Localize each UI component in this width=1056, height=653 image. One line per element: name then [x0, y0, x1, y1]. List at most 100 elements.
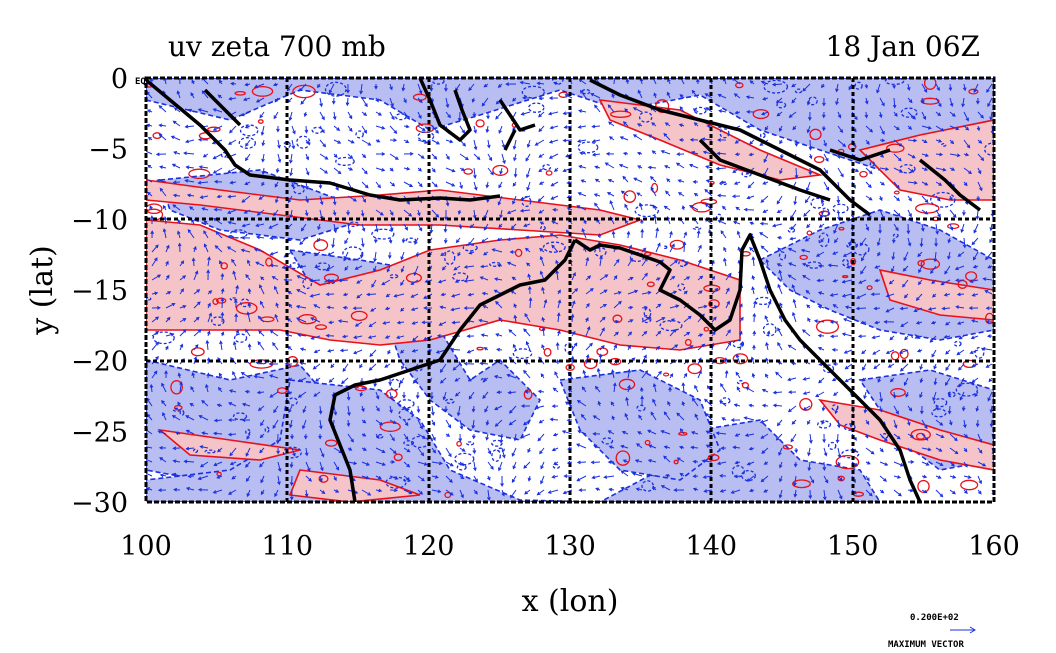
- wind-vector: [240, 372, 251, 379]
- wind-vector: [288, 303, 293, 309]
- wind-vector: [622, 151, 629, 156]
- wind-vector: [760, 195, 769, 203]
- wind-vector: [767, 300, 772, 309]
- wind-vector: [705, 179, 713, 183]
- wind-vector: [669, 230, 673, 239]
- negative-contour: [398, 408, 414, 421]
- wind-vector: [669, 318, 675, 323]
- wind-vector: [495, 333, 503, 337]
- wind-vector: [594, 165, 601, 170]
- wind-vector: [711, 316, 717, 323]
- wind-vector: [858, 279, 867, 284]
- wind-vector: [207, 312, 213, 323]
- wind-vector: [261, 139, 266, 147]
- wind-vector: [273, 111, 279, 120]
- wind-vector: [381, 279, 391, 286]
- wind-vector: [333, 153, 338, 158]
- wind-vector: [201, 90, 209, 99]
- negative-contour: [636, 404, 646, 412]
- wind-vector: [989, 223, 994, 232]
- wind-vector: [203, 230, 209, 239]
- negative-contour: [371, 228, 395, 240]
- wind-vector: [817, 305, 825, 309]
- wind-vector: [761, 388, 769, 393]
- wind-vector: [648, 444, 657, 449]
- wind-vector: [255, 261, 265, 267]
- wind-vector: [179, 329, 187, 337]
- wind-vector: [554, 371, 559, 379]
- wind-vector: [561, 430, 573, 435]
- wind-vector: [162, 411, 167, 421]
- negative-contour: [238, 137, 256, 149]
- wind-vector: [439, 377, 447, 384]
- wind-vector: [187, 474, 195, 479]
- wind-vector: [779, 153, 784, 160]
- wind-vector: [962, 237, 967, 249]
- wind-vector: [975, 419, 980, 428]
- wind-vector: [935, 489, 944, 498]
- wind-vector: [551, 220, 559, 225]
- positive-contour: [707, 454, 720, 462]
- wind-vector: [612, 382, 617, 393]
- wind-vector: [807, 419, 811, 425]
- wind-vector: [523, 419, 531, 426]
- wind-vector: [705, 412, 713, 421]
- wind-vector: [879, 475, 888, 482]
- wind-vector: [537, 433, 545, 442]
- wind-vector: [921, 153, 929, 157]
- wind-vector: [562, 111, 573, 116]
- wind-vector: [484, 405, 489, 413]
- positive-contour: [838, 226, 845, 231]
- wind-vector: [981, 347, 993, 351]
- wind-vector: [537, 389, 545, 394]
- wind-vector: [319, 419, 323, 430]
- wind-vector: [325, 333, 335, 338]
- wind-vector: [157, 488, 167, 493]
- wind-vector: [555, 341, 560, 351]
- wind-vector: [879, 167, 890, 171]
- wind-vector: [613, 275, 618, 281]
- wind-vector: [179, 275, 187, 281]
- wind-vector: [749, 139, 755, 145]
- wind-vector: [319, 461, 324, 472]
- wind-vector: [608, 445, 615, 449]
- wind-vector: [375, 125, 386, 130]
- wind-vector: [197, 180, 209, 185]
- wind-vector: [387, 349, 391, 355]
- negative-contour: [841, 449, 860, 459]
- wind-vector: [172, 204, 181, 211]
- wind-vector: [829, 320, 838, 324]
- wind-vector: [201, 207, 209, 211]
- wind-vector: [382, 321, 391, 325]
- wind-vector: [258, 195, 265, 200]
- wind-vector: [763, 489, 769, 493]
- wind-vector: [746, 195, 755, 200]
- wind-vector: [743, 207, 755, 212]
- wind-vector: [177, 372, 182, 379]
- wind-vector: [878, 111, 883, 119]
- wind-vector: [696, 229, 701, 239]
- wind-vector: [717, 138, 726, 142]
- wind-vector: [720, 230, 727, 239]
- wind-vector: [220, 297, 225, 309]
- wind-vector: [459, 475, 465, 480]
- wind-vector: [961, 97, 965, 108]
- wind-vector: [147, 164, 153, 169]
- wind-vector: [342, 305, 349, 310]
- wind-vector: [921, 125, 932, 130]
- wind-vector: [482, 391, 489, 400]
- positive-contour: [212, 298, 219, 305]
- positive-contour: [456, 440, 462, 447]
- wind-vector: [384, 363, 391, 368]
- wind-vector: [549, 125, 559, 130]
- wind-vector: [935, 125, 945, 132]
- wind-vector: [483, 83, 489, 88]
- wind-vector: [836, 195, 841, 204]
- wind-vector: [550, 195, 559, 200]
- wind-vector: [375, 111, 382, 116]
- wind-vector: [534, 405, 545, 410]
- wind-vector: [536, 489, 545, 496]
- wind-vector: [361, 461, 370, 466]
- wind-vector: [431, 153, 438, 160]
- wind-vector: [793, 461, 798, 468]
